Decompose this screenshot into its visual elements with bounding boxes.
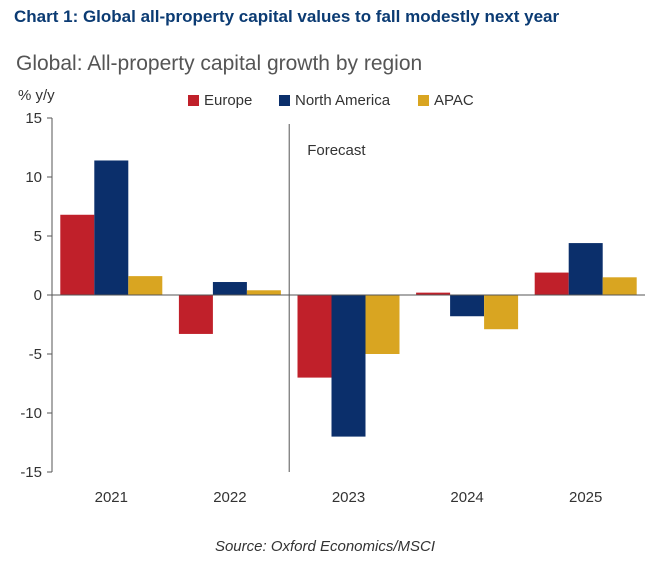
bar-apac-2022: [246, 290, 281, 295]
legend-swatch-north-america: [279, 94, 290, 106]
y-tick-label: 10: [25, 169, 42, 186]
bar-north-america-2024: [450, 295, 485, 317]
bar-north-america-2025: [568, 243, 603, 295]
legend-item-north-america: North America: [279, 91, 390, 109]
bar-apac-2024: [484, 295, 519, 330]
x-tick-label: 2021: [95, 489, 128, 506]
bar-europe-2024: [416, 292, 451, 295]
bar-europe-2023: [297, 295, 332, 378]
legend-label-apac: APAC: [434, 91, 474, 109]
y-axis-label: % y/y: [18, 87, 55, 104]
bar-europe-2021: [60, 214, 95, 295]
x-tick-label: 2022: [213, 489, 246, 506]
bar-apac-2021: [128, 276, 163, 295]
y-tick-label: -10: [20, 405, 42, 422]
legend-label-north-america: North America: [295, 91, 391, 109]
bar-north-america-2021: [94, 160, 129, 295]
y-tick-label: -15: [20, 464, 42, 481]
legend-swatch-apac: [418, 94, 429, 106]
y-tick-label: 15: [25, 110, 42, 127]
y-tick-label: -5: [29, 346, 42, 363]
x-tick-label: 2025: [569, 489, 602, 506]
chart-number-title: Chart 1: Global all-property capital val…: [14, 7, 560, 26]
bar-apac-2025: [602, 277, 637, 295]
y-tick-label: 0: [34, 287, 42, 304]
legend-item-europe: Europe: [188, 91, 252, 109]
bar-europe-2022: [178, 295, 213, 334]
legend: Europe North America APAC: [0, 91, 650, 109]
x-tick-label: 2024: [450, 489, 483, 506]
y-tick-label: 5: [34, 228, 42, 245]
source-note: Source: Oxford Economics/MSCI: [214, 538, 436, 555]
chart-header: Chart 1: Global all-property capital val…: [0, 0, 650, 36]
bar-north-america-2023: [331, 295, 366, 437]
bar-europe-2025: [534, 272, 569, 295]
legend-item-apac: APAC: [418, 91, 474, 109]
legend-swatch-europe: [188, 94, 199, 106]
bar-north-america-2022: [212, 282, 247, 295]
x-tick-label: 2023: [332, 489, 365, 506]
legend-label-europe: Europe: [204, 91, 253, 109]
bar-apac-2023: [365, 295, 400, 354]
forecast-annotation: Forecast: [307, 142, 366, 159]
chart-title: Global: All-property capital growth by r…: [16, 52, 423, 75]
